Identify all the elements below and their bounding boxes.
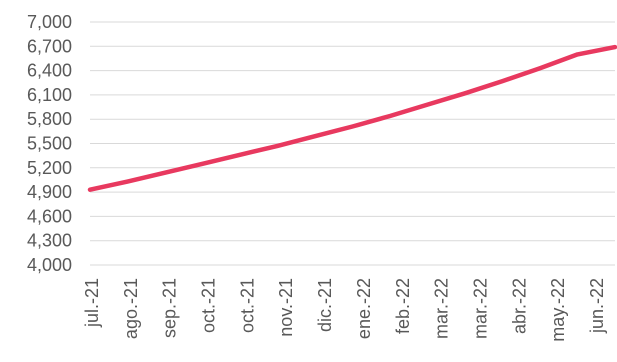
x-tick-label: sep.-21	[160, 278, 180, 338]
x-tick-label: oct.-21	[199, 278, 219, 333]
x-tick-label: ene.-22	[354, 278, 374, 339]
y-tick-label: 5,800	[27, 109, 72, 129]
x-axis-tick-labels: jul.-21 ago.-21 sep.-21 oct.-21 oct.-21 nov.-…	[82, 278, 607, 342]
y-tick-label: 6,400	[27, 61, 72, 81]
x-tick-label: may.-22	[548, 278, 568, 342]
x-tick-label: oct.-21	[237, 278, 257, 333]
x-tick-label: dic.-21	[315, 278, 335, 332]
y-tick-label: 6,100	[27, 85, 72, 105]
y-tick-label: 4,000	[27, 255, 72, 275]
y-tick-label: 5,200	[27, 158, 72, 178]
y-tick-label: 7,000	[27, 12, 72, 32]
y-tick-label: 5,500	[27, 134, 72, 154]
y-tick-label: 4,600	[27, 206, 72, 226]
x-tick-label: nov.-21	[276, 278, 296, 337]
x-tick-label: mar.-22	[470, 278, 490, 339]
y-axis-tick-labels: 4,000 4,300 4,600 4,900 5,200 5,500 5,800 6,100…	[27, 12, 72, 275]
x-tick-label: ago.-21	[121, 278, 141, 339]
x-tick-label: feb.-22	[393, 278, 413, 334]
gridlines	[90, 21, 615, 266]
series-lines	[87, 44, 617, 192]
x-tick-label: jul.-21	[82, 278, 102, 328]
y-tick-label: 6,700	[27, 36, 72, 56]
x-tick-label: jun.-22	[587, 278, 607, 334]
x-tick-label: mar.-22	[432, 278, 452, 339]
series-line	[87, 44, 617, 192]
y-tick-label: 4,900	[27, 182, 72, 202]
x-tick-label: abr.-22	[509, 278, 529, 334]
y-tick-label: 4,300	[27, 231, 72, 251]
